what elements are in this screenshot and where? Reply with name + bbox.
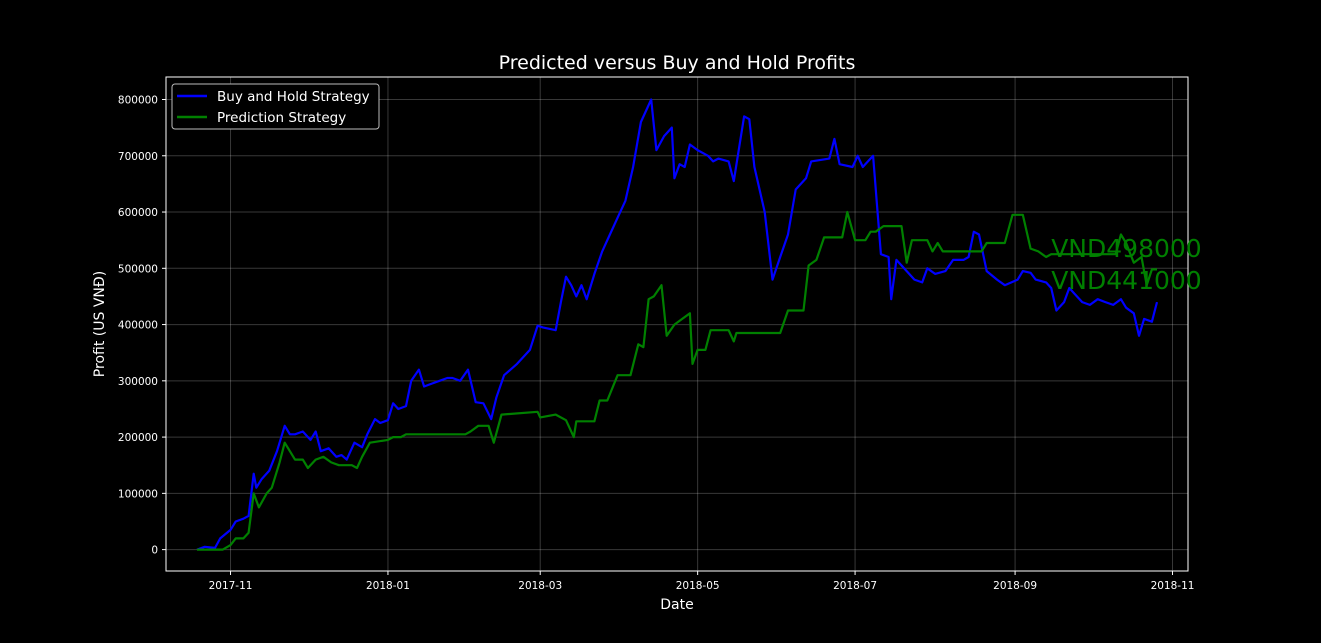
x-tick-label: 2018-05 xyxy=(676,580,720,592)
legend: Buy and Hold Strategy Prediction Strateg… xyxy=(171,83,380,130)
y-tick-label: 400000 xyxy=(118,320,158,332)
y-tick-label: 200000 xyxy=(118,432,158,444)
series-layer xyxy=(196,98,1159,551)
x-tick-label: 2018-07 xyxy=(833,580,877,592)
x-tick-label: 2018-03 xyxy=(518,580,562,592)
x-tick-label: 2018-01 xyxy=(366,580,410,592)
plot-area: VND498000 VND441000 xyxy=(165,76,1202,572)
y-tick-label: 600000 xyxy=(118,207,158,219)
y-axis-label: Profit (US VNĐ) xyxy=(92,271,108,377)
annotation-layer: VND498000 VND441000 xyxy=(1051,234,1202,295)
chart-title: Predicted versus Buy and Hold Profits xyxy=(499,52,856,74)
y-tick-label: 800000 xyxy=(118,95,158,107)
x-tick-label: 2018-11 xyxy=(1151,580,1195,592)
y-tick-label: 500000 xyxy=(118,263,158,275)
x-tick-label: 2018-09 xyxy=(993,580,1037,592)
value-annotation: VND441000 xyxy=(1051,266,1202,295)
legend-label-buy-hold: Buy and Hold Strategy xyxy=(217,89,370,105)
y-tick-label: 100000 xyxy=(118,488,158,500)
x-tick-label: 2017-11 xyxy=(209,580,253,592)
y-tick-label: 0 xyxy=(151,545,158,557)
grid xyxy=(166,77,1188,571)
buy-hold-line xyxy=(196,98,1159,551)
y-tick-label: 700000 xyxy=(118,151,158,163)
legend-label-prediction: Prediction Strategy xyxy=(217,110,346,126)
y-axis: 0 100000 200000 300000 400000 500000 600000 700… xyxy=(118,95,166,557)
x-axis: 2017-11 2018-01 2018-03 2018-05 2018-07 2018-… xyxy=(209,571,1195,592)
legend-box xyxy=(171,83,380,130)
y-tick-label: 300000 xyxy=(118,376,158,388)
prediction-line xyxy=(197,210,1157,551)
x-axis-label: Date xyxy=(660,597,693,613)
value-annotation: VND498000 xyxy=(1051,234,1202,263)
